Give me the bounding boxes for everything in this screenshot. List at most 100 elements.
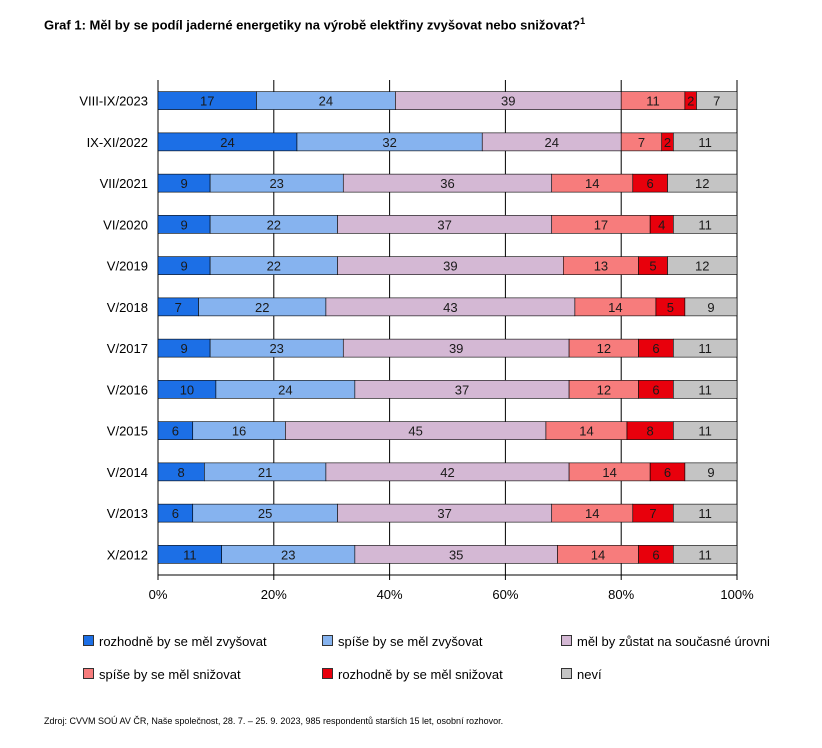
data-label: 6 bbox=[652, 547, 659, 562]
category-label: X/2012 bbox=[107, 547, 148, 562]
legend-label: neví bbox=[577, 667, 602, 682]
data-label: 39 bbox=[449, 341, 463, 356]
data-label: 7 bbox=[638, 135, 645, 150]
x-tick-label: 60% bbox=[492, 587, 518, 602]
data-label: 6 bbox=[652, 341, 659, 356]
source-note: Zdroj: CVVM SOÚ AV ČR, Naše společnost, … bbox=[44, 716, 504, 726]
legend-swatch bbox=[561, 635, 572, 646]
category-label: V/2013 bbox=[107, 506, 148, 521]
data-label: 12 bbox=[597, 382, 611, 397]
bar-segment bbox=[673, 380, 738, 399]
category-label: VII/2021 bbox=[100, 176, 148, 191]
data-label: 11 bbox=[698, 341, 712, 356]
bar-segment bbox=[667, 256, 738, 275]
legend-label: rozhodně by se měl zvyšovat bbox=[99, 634, 267, 649]
bar-segment bbox=[667, 173, 738, 193]
bar-segment bbox=[673, 215, 738, 234]
data-label: 14 bbox=[579, 424, 593, 439]
data-label: 24 bbox=[278, 382, 292, 397]
data-label: 45 bbox=[408, 424, 422, 439]
legend-label: měl by zůstat na současné úrovni bbox=[577, 634, 770, 649]
x-tick-label: 40% bbox=[377, 587, 403, 602]
data-label: 8 bbox=[178, 465, 185, 480]
legend-swatch bbox=[561, 668, 572, 679]
legend-label: spíše by se měl snižovat bbox=[99, 667, 241, 682]
data-label: 24 bbox=[319, 94, 333, 109]
legend-item: měl by zůstat na současné úrovni bbox=[561, 634, 770, 649]
data-label: 14 bbox=[585, 176, 599, 191]
data-label: 11 bbox=[698, 382, 712, 397]
bar-segment bbox=[684, 462, 738, 482]
data-label: 25 bbox=[258, 506, 272, 521]
data-label: 11 bbox=[698, 506, 712, 521]
legend-swatch bbox=[322, 668, 333, 679]
data-label: 11 bbox=[698, 217, 712, 232]
data-label: 14 bbox=[608, 300, 622, 315]
x-tick-label: 0% bbox=[149, 587, 168, 602]
data-label: 11 bbox=[646, 94, 660, 109]
data-label: 9 bbox=[707, 300, 714, 315]
data-label: 23 bbox=[269, 341, 283, 356]
data-label: 17 bbox=[200, 94, 214, 109]
bar-segment bbox=[673, 421, 738, 440]
data-label: 11 bbox=[698, 547, 712, 562]
category-label: V/2017 bbox=[107, 341, 148, 356]
data-label: 43 bbox=[443, 300, 457, 315]
data-label: 7 bbox=[713, 94, 720, 109]
title-footnote-mark: 1 bbox=[580, 16, 586, 26]
data-label: 23 bbox=[281, 547, 295, 562]
bar-segment bbox=[673, 338, 738, 358]
data-label: 6 bbox=[652, 382, 659, 397]
bar-segment bbox=[684, 297, 738, 317]
data-label: 5 bbox=[667, 300, 674, 315]
legend-item: rozhodně by se měl zvyšovat bbox=[83, 634, 267, 649]
data-label: 24 bbox=[544, 135, 558, 150]
category-label: VIII-IX/2023 bbox=[79, 94, 148, 109]
legend-swatch bbox=[83, 668, 94, 679]
data-label: 9 bbox=[180, 176, 187, 191]
x-tick-label: 80% bbox=[608, 587, 634, 602]
legend-item: neví bbox=[561, 667, 602, 682]
data-label: 9 bbox=[180, 341, 187, 356]
category-label: V/2016 bbox=[107, 382, 148, 397]
data-label: 14 bbox=[591, 547, 605, 562]
category-label: V/2019 bbox=[107, 259, 148, 274]
data-label: 12 bbox=[695, 176, 709, 191]
data-label: 21 bbox=[258, 465, 272, 480]
data-label: 14 bbox=[585, 506, 599, 521]
legend-swatch bbox=[322, 635, 333, 646]
data-label: 17 bbox=[594, 217, 608, 232]
data-label: 11 bbox=[698, 424, 712, 439]
x-tick-label: 100% bbox=[720, 587, 754, 602]
data-label: 16 bbox=[232, 424, 246, 439]
bar-segment bbox=[673, 132, 738, 152]
data-label: 4 bbox=[658, 217, 665, 232]
category-label: V/2014 bbox=[107, 465, 148, 480]
data-label: 42 bbox=[440, 465, 454, 480]
bar-segment bbox=[696, 91, 738, 110]
data-label: 2 bbox=[687, 94, 694, 109]
chart-title: Graf 1: Měl by se podíl jaderné energeti… bbox=[44, 16, 585, 32]
data-label: 36 bbox=[440, 176, 454, 191]
legend-label: spíše by se měl zvyšovat bbox=[338, 634, 483, 649]
data-label: 22 bbox=[255, 300, 269, 315]
data-label: 37 bbox=[437, 506, 451, 521]
bar-segment bbox=[673, 545, 738, 564]
data-label: 11 bbox=[698, 135, 712, 150]
data-label: 12 bbox=[695, 259, 709, 274]
category-label: V/2018 bbox=[107, 300, 148, 315]
data-label: 6 bbox=[172, 424, 179, 439]
data-label: 32 bbox=[382, 135, 396, 150]
data-label: 37 bbox=[437, 217, 451, 232]
category-label: VI/2020 bbox=[103, 217, 148, 232]
data-label: 7 bbox=[649, 506, 656, 521]
data-label: 9 bbox=[707, 465, 714, 480]
data-label: 6 bbox=[664, 465, 671, 480]
legend-item: spíše by se měl snižovat bbox=[83, 667, 241, 682]
data-label: 39 bbox=[443, 259, 457, 274]
data-label: 10 bbox=[180, 382, 194, 397]
legend-label: rozhodně by se měl snižovat bbox=[338, 667, 503, 682]
data-label: 14 bbox=[602, 465, 616, 480]
data-label: 22 bbox=[267, 217, 281, 232]
